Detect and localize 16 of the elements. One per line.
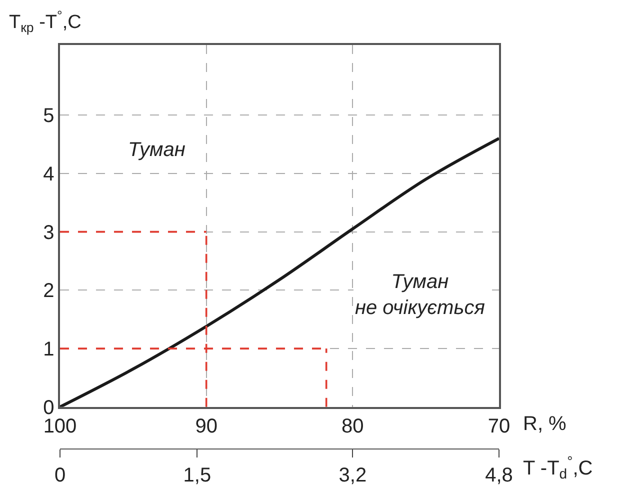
x-tick-label: 90: [195, 416, 218, 438]
y-tick-label: 5: [43, 105, 54, 128]
y-axis-title: T$_{кр}$ -T$^{°}$,C: [9, 8, 82, 35]
y-tick-label: 1: [43, 338, 54, 361]
y-tick-label: 4: [43, 163, 54, 186]
x-tick-label: 70: [488, 416, 510, 438]
annotation: Туман: [128, 139, 186, 161]
x2-axis-title: T -T$_{d}$$^{°}$,C: [523, 453, 593, 482]
y-tick-label: 3: [43, 222, 54, 244]
x-axis-title: R, %: [523, 413, 567, 435]
y-tick-label: 2: [43, 280, 54, 302]
x-tick-label: 80: [342, 416, 364, 438]
annotation: Туман не очікується: [355, 271, 486, 319]
x2-tick-label: 3,2: [338, 464, 367, 487]
x2-tick-label: 4,8: [485, 464, 513, 487]
x2-tick-label: 1,5: [183, 464, 212, 487]
